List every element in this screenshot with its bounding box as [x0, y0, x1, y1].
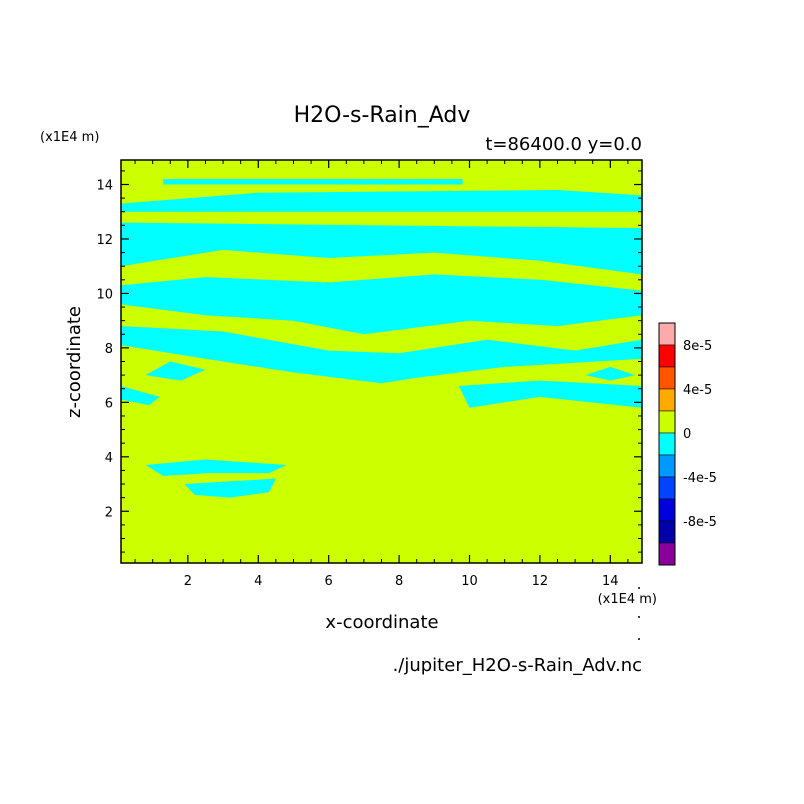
x-tick-label: 6	[325, 574, 333, 589]
colorbar-label: 8e-5	[683, 339, 712, 354]
negative-region	[121, 274, 642, 335]
x-tick-label: 4	[254, 574, 262, 589]
negative-region	[145, 459, 287, 476]
colorbar-label: -4e-5	[683, 471, 717, 486]
colorbar-segment	[658, 520, 676, 544]
x-axis-label: x-coordinate	[325, 612, 438, 633]
y-tick-label: 6	[105, 396, 113, 411]
colorbar-segment	[658, 476, 676, 500]
colorbar-segment	[658, 366, 676, 390]
x-axis-ticks: 2 4 6 8 10 12 14	[184, 160, 619, 589]
colorbar-segment	[658, 432, 676, 456]
plot-frame	[120, 159, 643, 564]
colorbar-label: -8e-5	[683, 515, 717, 530]
marker-dot	[638, 587, 640, 589]
negative-region	[163, 179, 463, 185]
marker-dot	[638, 616, 640, 618]
colorbar-segment	[658, 322, 676, 346]
source-file-label: ./jupiter_H2O-s-Rain_Adv.nc	[393, 655, 642, 676]
colorbar-segment	[658, 410, 676, 434]
negative-region	[121, 326, 642, 384]
negative-region	[121, 222, 642, 275]
colorbar-label: 4e-5	[683, 383, 712, 398]
negative-region	[121, 386, 160, 406]
x-tick-label: 14	[602, 574, 619, 589]
contour-regions	[121, 179, 642, 498]
x-tick-label: 8	[395, 574, 403, 589]
colorbar-frame	[658, 322, 676, 566]
x-tick-label: 10	[461, 574, 478, 589]
negative-region	[585, 366, 635, 381]
y-axis-label: z-coordinate	[64, 306, 85, 418]
x-axis-unit: (x1E4 m)	[598, 592, 657, 607]
marker-dots	[638, 587, 640, 640]
chart-title: H2O-s-Rain_Adv	[294, 103, 471, 128]
x-tick-label: 2	[184, 574, 192, 589]
colorbar: 8e-5 4e-5 0 -4e-5 -8e-5	[658, 322, 717, 566]
negative-region	[145, 361, 206, 381]
chart-subtitle: t=86400.0 y=0.0	[485, 134, 642, 155]
negative-region	[458, 380, 642, 408]
y-tick-label: 14	[96, 179, 113, 194]
y-tick-label: 8	[105, 342, 113, 357]
colorbar-label: 0	[683, 427, 691, 442]
colorbar-segment	[658, 344, 676, 368]
negative-region	[121, 190, 642, 212]
marker-dot	[638, 638, 640, 640]
x-tick-label: 12	[532, 574, 549, 589]
colorbar-segment	[658, 454, 676, 478]
y-axis-ticks: 2 4 6 8 10 12 14	[96, 179, 642, 520]
negative-region	[184, 478, 276, 498]
colorbar-segment	[658, 498, 676, 522]
colorbar-segment	[658, 388, 676, 412]
colorbar-segment	[658, 542, 676, 566]
y-axis-unit: (x1E4 m)	[40, 130, 99, 145]
y-tick-label: 2	[105, 505, 113, 520]
y-tick-label: 4	[105, 451, 113, 466]
y-tick-label: 10	[96, 287, 113, 302]
y-tick-label: 12	[96, 233, 113, 248]
plot-area: 2 4 6 8 10 12 14 2 4 6 8 10 12 14	[96, 159, 643, 589]
